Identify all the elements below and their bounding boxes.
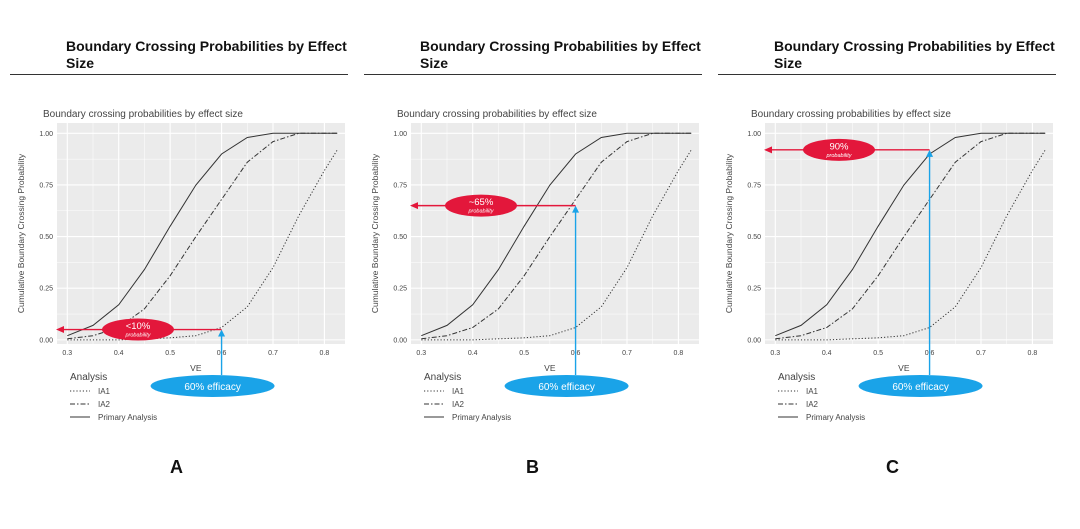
y-tick-label: 0.75 bbox=[747, 182, 761, 189]
probability-arrowhead bbox=[410, 202, 418, 210]
boundary-crossing-chart: Boundary crossing probabilities by effec… bbox=[370, 109, 699, 422]
y-tick-label: 0.25 bbox=[747, 286, 761, 293]
heading-rule bbox=[718, 74, 1056, 75]
y-tick-label: 1.00 bbox=[747, 131, 761, 138]
panel-b: Boundary Crossing Probabilities by Effec… bbox=[364, 0, 714, 529]
probability-arrowhead bbox=[56, 326, 64, 334]
y-tick-label: 0.50 bbox=[393, 234, 407, 241]
probability-callout bbox=[803, 138, 875, 161]
legend-entry: IA1 bbox=[452, 387, 465, 396]
x-axis-label: VE bbox=[544, 363, 556, 373]
plot-area bbox=[765, 123, 1053, 344]
legend-entry: Primary Analysis bbox=[98, 413, 157, 422]
plot-area bbox=[57, 123, 345, 344]
x-tick-label: 0.8 bbox=[674, 350, 684, 357]
x-tick-label: 0.3 bbox=[62, 350, 72, 357]
x-tick-label: 0.7 bbox=[268, 350, 278, 357]
panel-letter: C bbox=[886, 457, 899, 477]
x-tick-label: 0.7 bbox=[976, 350, 986, 357]
panel-c: Boundary Crossing Probabilities by Effec… bbox=[718, 0, 1068, 529]
y-tick-label: 1.00 bbox=[39, 131, 53, 138]
legend-entry: IA2 bbox=[452, 400, 465, 409]
efficacy-arrowhead bbox=[572, 205, 580, 213]
probability-callout bbox=[102, 318, 174, 341]
y-tick-label: 0.25 bbox=[39, 286, 53, 293]
y-tick-label: 0.75 bbox=[39, 182, 53, 189]
panel-letter: B bbox=[526, 457, 539, 477]
y-tick-label: 0.00 bbox=[747, 337, 761, 344]
x-tick-label: 0.8 bbox=[1028, 350, 1038, 357]
x-tick-label: 0.8 bbox=[320, 350, 330, 357]
probability-value: <10% bbox=[126, 321, 151, 332]
probability-callout bbox=[445, 194, 517, 217]
plot-area bbox=[411, 123, 699, 344]
x-tick-label: 0.4 bbox=[822, 350, 832, 357]
chart-title: Boundary crossing probabilities by effec… bbox=[397, 109, 597, 120]
y-axis-label: Cumulative Boundary Crossing Probability bbox=[16, 153, 26, 313]
boundary-crossing-chart: Boundary crossing probabilities by effec… bbox=[16, 109, 345, 422]
efficacy-arrowhead bbox=[926, 149, 934, 157]
x-tick-label: 0.5 bbox=[873, 350, 883, 357]
efficacy-label: 60% efficacy bbox=[184, 382, 241, 393]
x-tick-label: 0.4 bbox=[468, 350, 478, 357]
series-line-primary-analysis bbox=[67, 132, 338, 337]
y-tick-label: 0.00 bbox=[39, 337, 53, 344]
heading-rule bbox=[364, 74, 702, 75]
y-tick-label: 0.25 bbox=[393, 286, 407, 293]
panel-a: Boundary Crossing Probabilities by Effec… bbox=[10, 0, 360, 529]
legend-title: Analysis bbox=[778, 372, 815, 383]
probability-value: ~65% bbox=[469, 197, 494, 208]
legend-title: Analysis bbox=[424, 372, 461, 383]
efficacy-label: 60% efficacy bbox=[538, 382, 595, 393]
y-tick-label: 0.75 bbox=[393, 182, 407, 189]
y-tick-label: 0.50 bbox=[39, 234, 53, 241]
probability-value: 90% bbox=[829, 141, 849, 152]
efficacy-label: 60% efficacy bbox=[892, 382, 949, 393]
series-line-primary-analysis bbox=[421, 132, 692, 337]
efficacy-arrowhead bbox=[218, 329, 226, 337]
panel-letter: A bbox=[170, 457, 183, 477]
x-tick-label: 0.4 bbox=[114, 350, 124, 357]
efficacy-callout bbox=[858, 375, 983, 397]
x-tick-label: 0.7 bbox=[622, 350, 632, 357]
legend-entry: IA1 bbox=[806, 387, 819, 396]
y-tick-label: 1.00 bbox=[393, 131, 407, 138]
x-axis-label: VE bbox=[898, 363, 910, 373]
x-tick-label: 0.3 bbox=[416, 350, 426, 357]
y-tick-label: 0.50 bbox=[747, 234, 761, 241]
probability-arrowhead bbox=[764, 146, 772, 154]
probability-caption: probability bbox=[467, 209, 494, 215]
legend-entry: IA2 bbox=[806, 400, 819, 409]
legend-entry: IA1 bbox=[98, 387, 111, 396]
panel-heading: Boundary Crossing Probabilities by Effec… bbox=[66, 38, 347, 71]
legend-entry: Primary Analysis bbox=[806, 413, 865, 422]
heading-rule bbox=[10, 74, 348, 75]
chart-title: Boundary crossing probabilities by effec… bbox=[751, 109, 951, 120]
legend-entry: IA2 bbox=[98, 400, 111, 409]
y-axis-label: Cumulative Boundary Crossing Probability bbox=[724, 153, 734, 313]
x-axis-label: VE bbox=[190, 363, 202, 373]
x-tick-label: 0.3 bbox=[770, 350, 780, 357]
x-tick-label: 0.5 bbox=[165, 350, 175, 357]
probability-caption: probability bbox=[124, 333, 151, 339]
boundary-crossing-chart: Boundary crossing probabilities by effec… bbox=[724, 109, 1053, 422]
legend-title: Analysis bbox=[70, 372, 107, 383]
efficacy-callout bbox=[150, 375, 275, 397]
probability-caption: probability bbox=[825, 153, 852, 159]
series-line-primary-analysis bbox=[775, 132, 1046, 337]
y-tick-label: 0.00 bbox=[393, 337, 407, 344]
efficacy-callout bbox=[504, 375, 629, 397]
legend-entry: Primary Analysis bbox=[452, 413, 511, 422]
y-axis-label: Cumulative Boundary Crossing Probability bbox=[370, 153, 380, 313]
chart-title: Boundary crossing probabilities by effec… bbox=[43, 109, 243, 120]
x-tick-label: 0.5 bbox=[519, 350, 529, 357]
panel-heading: Boundary Crossing Probabilities by Effec… bbox=[420, 38, 701, 71]
panel-heading: Boundary Crossing Probabilities by Effec… bbox=[774, 38, 1055, 71]
